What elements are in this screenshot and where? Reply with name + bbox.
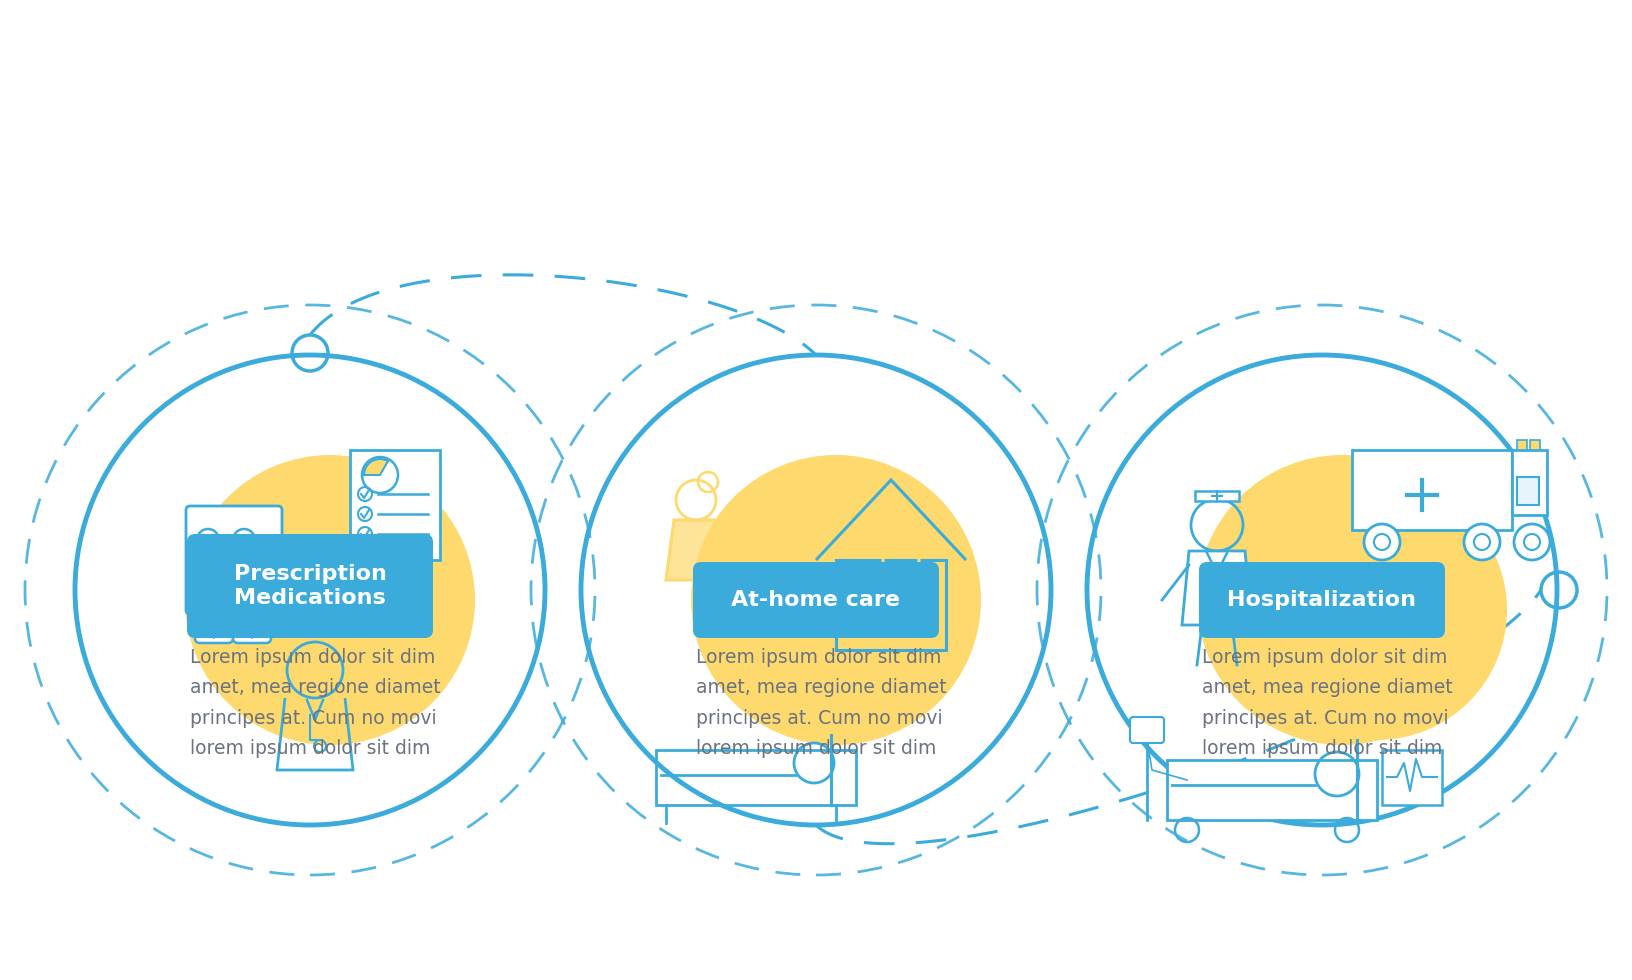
Text: Prescription
Medications: Prescription Medications: [233, 564, 387, 608]
FancyBboxPatch shape: [1198, 562, 1444, 638]
Circle shape: [1363, 524, 1399, 560]
Circle shape: [184, 455, 475, 745]
FancyBboxPatch shape: [1129, 717, 1164, 743]
FancyBboxPatch shape: [1529, 440, 1539, 450]
Polygon shape: [666, 520, 726, 580]
Circle shape: [1247, 480, 1506, 740]
FancyBboxPatch shape: [194, 617, 233, 643]
Wedge shape: [364, 459, 388, 475]
Text: Hospitalization: Hospitalization: [1227, 590, 1415, 610]
Text: At-home care: At-home care: [731, 590, 899, 610]
Text: Lorem ipsum dolor sit dim
amet, mea regione diamet
principes at. Cum no movi
lor: Lorem ipsum dolor sit dim amet, mea regi…: [695, 648, 947, 758]
Text: Lorem ipsum dolor sit dim
amet, mea regione diamet
principes at. Cum no movi
lor: Lorem ipsum dolor sit dim amet, mea regi…: [189, 648, 441, 758]
Text: Lorem ipsum dolor sit dim
amet, mea regione diamet
principes at. Cum no movi
lor: Lorem ipsum dolor sit dim amet, mea regi…: [1201, 648, 1452, 758]
FancyBboxPatch shape: [1167, 760, 1376, 820]
FancyBboxPatch shape: [1351, 450, 1511, 530]
Circle shape: [1196, 455, 1487, 745]
FancyBboxPatch shape: [1516, 440, 1526, 450]
Circle shape: [1513, 524, 1549, 560]
FancyBboxPatch shape: [1516, 477, 1537, 505]
Polygon shape: [1182, 551, 1252, 625]
FancyBboxPatch shape: [233, 617, 271, 643]
Circle shape: [690, 455, 981, 745]
Circle shape: [1464, 524, 1500, 560]
FancyBboxPatch shape: [1511, 450, 1546, 515]
FancyBboxPatch shape: [349, 450, 439, 560]
FancyBboxPatch shape: [692, 562, 938, 638]
FancyBboxPatch shape: [188, 534, 432, 638]
FancyBboxPatch shape: [1381, 750, 1441, 805]
Polygon shape: [1195, 491, 1239, 501]
FancyBboxPatch shape: [186, 506, 282, 614]
